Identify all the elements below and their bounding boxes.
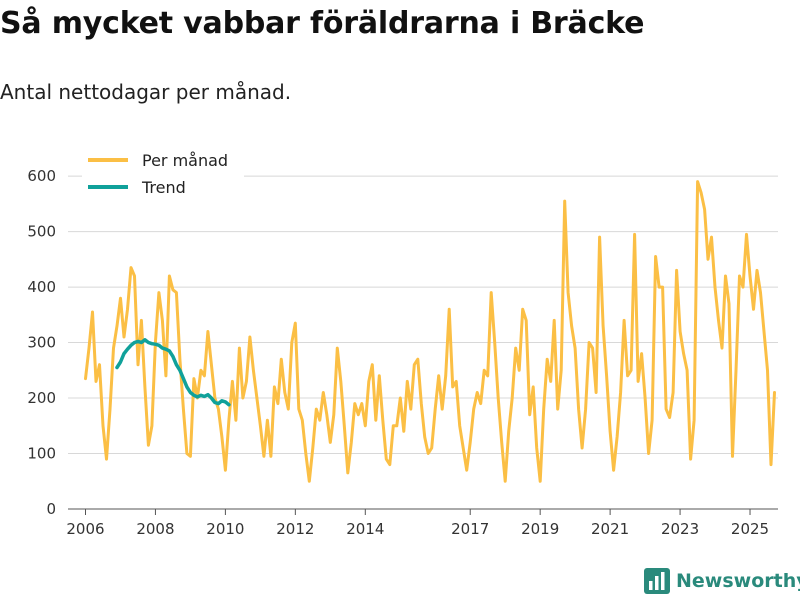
series-lines [84, 180, 776, 483]
newsworthy-icon [644, 568, 670, 594]
series-line-trend-segment-0 [115, 338, 231, 407]
brand-name: Newsworthy [676, 570, 800, 592]
x-tick-label: 2010 [206, 520, 244, 538]
legend-background [82, 147, 244, 201]
y-tick-label: 100 [27, 445, 56, 463]
x-axis-ticks: 2006 2008 2010 2012 2014 2017 2019 2021 2023 2025 [66, 509, 769, 538]
brand-logo: Newsworthy [644, 568, 800, 594]
series-line-per-manad-segment-0 [84, 266, 259, 472]
chart-title: Så mycket vabbar föräldrarna i Bräcke [0, 6, 645, 41]
x-tick-label: 2006 [66, 520, 104, 538]
x-tick-label: 2025 [731, 520, 769, 538]
chart-subtitle: Antal nettodagar per månad. [0, 80, 292, 104]
y-tick-label: 400 [27, 278, 56, 296]
legend-label-trend: Trend [141, 178, 186, 197]
y-tick-label: 200 [27, 389, 56, 407]
y-tick-label: 300 [27, 334, 56, 352]
legend: Per månad Trend [82, 147, 244, 201]
x-tick-label: 2014 [346, 520, 384, 538]
x-tick-label: 2008 [136, 520, 174, 538]
series-line-per-manad-segment-1 [255, 180, 776, 483]
legend-label-per-manad: Per månad [142, 151, 228, 170]
x-tick-label: 2017 [451, 520, 489, 538]
y-tick-label: 600 [27, 167, 56, 185]
x-tick-label: 2019 [521, 520, 559, 538]
x-tick-label: 2021 [591, 520, 629, 538]
grid-lines [68, 175, 778, 510]
y-tick-label: 0 [46, 500, 56, 518]
y-tick-label: 500 [27, 223, 56, 241]
y-axis-ticks: 0 100 200 300 400 500 600 [27, 167, 56, 518]
x-tick-label: 2012 [276, 520, 314, 538]
x-tick-label: 2023 [661, 520, 699, 538]
